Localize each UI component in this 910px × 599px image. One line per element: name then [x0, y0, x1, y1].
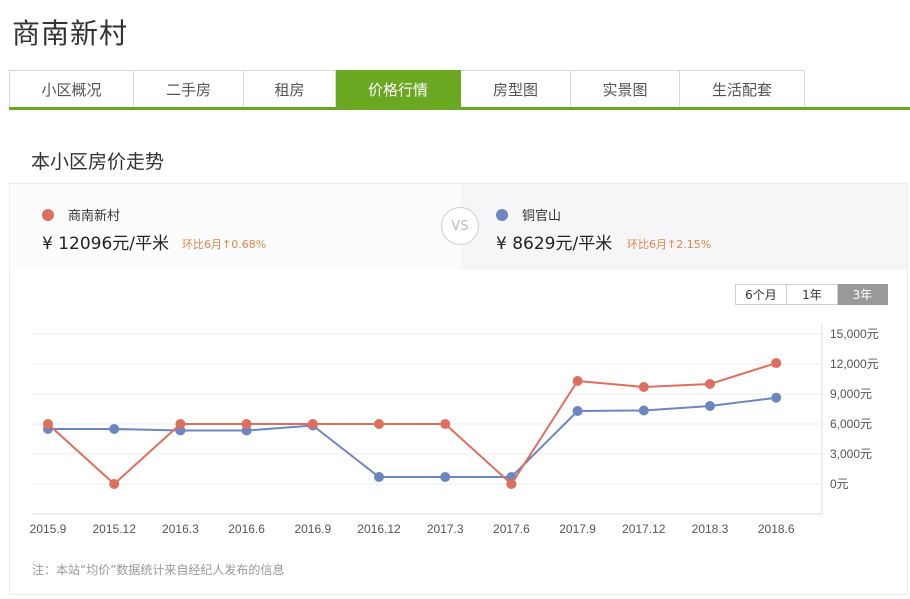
range-6-months-button[interactable]: 6个月 [735, 284, 787, 305]
y-tick-label: 6,000元 [830, 417, 872, 431]
series-a-change: 环比6月↑0.68% [182, 238, 267, 251]
tab-secondhand[interactable]: 二手房 [134, 70, 244, 107]
x-tick-label: 2015.9 [30, 522, 67, 536]
tab-rent[interactable]: 租房 [244, 70, 336, 107]
range-3-years-button[interactable]: 3年 [838, 284, 888, 305]
data-point[interactable] [705, 379, 715, 389]
range-selector: 6个月 1年 3年 [735, 284, 888, 305]
x-tick-label: 2016.12 [357, 522, 401, 536]
series-b-name: 铜官山 [522, 209, 562, 224]
tab-price-trend[interactable]: 价格行情 [336, 70, 461, 107]
tab-overview[interactable]: 小区概况 [9, 70, 134, 107]
data-point[interactable] [440, 419, 451, 429]
data-point[interactable] [109, 479, 120, 489]
data-point[interactable] [771, 358, 782, 369]
compare-left: 商南新村 ¥ 12096元/平米 环比6月↑0.68% [10, 184, 461, 270]
x-tick-label: 2018.6 [758, 522, 795, 536]
data-point[interactable] [43, 419, 53, 429]
price-line-chart: 0元 3,000元 6,000元 9,000元 12,000元 15,000元 2015.9… [30, 324, 879, 536]
data-point[interactable] [241, 419, 252, 429]
series-line [47, 362, 777, 486]
data-point[interactable] [374, 419, 384, 429]
series-b-change: 环比6月↑2.15% [627, 238, 712, 251]
data-point[interactable] [771, 392, 782, 403]
tab-bar: 小区概况 二手房 租房 价格行情 房型图 实景图 生活配套 [9, 70, 910, 110]
tab-amenities[interactable]: 生活配套 [680, 70, 805, 107]
x-tick-label: 2016.6 [228, 522, 265, 536]
data-point[interactable] [638, 405, 649, 416]
data-point[interactable] [506, 479, 517, 489]
data-point[interactable] [440, 472, 451, 482]
data-point[interactable] [638, 382, 649, 392]
data-point[interactable] [307, 419, 318, 429]
tab-floorplan[interactable]: 房型图 [461, 70, 571, 107]
compare-header: 商南新村 ¥ 12096元/平米 环比6月↑0.68% 铜官山 ¥ 8629元/… [10, 184, 907, 270]
tab-photos[interactable]: 实景图 [571, 70, 680, 107]
x-tick-label: 2016.3 [162, 522, 199, 536]
y-tick-label: 3,000元 [830, 447, 872, 461]
footnote: 注：本站“均价”数据统计来自经纪人发布的信息 [32, 563, 285, 577]
y-tick-label: 9,000元 [830, 387, 872, 401]
series-b-dot-icon [496, 209, 508, 221]
compare-right: 铜官山 ¥ 8629元/平米 环比6月↑2.15% [461, 184, 907, 270]
x-tick-label: 2017.6 [493, 522, 530, 536]
vs-badge: VS [441, 207, 479, 245]
range-1-year-button[interactable]: 1年 [787, 284, 838, 305]
data-point[interactable] [175, 419, 186, 429]
y-tick-label: 12,000元 [830, 357, 879, 371]
x-tick-label: 2016.9 [294, 522, 331, 536]
series-a-name: 商南新村 [68, 209, 121, 224]
y-tick-label: 15,000元 [830, 327, 879, 341]
x-tick-label: 2017.3 [427, 522, 464, 536]
y-tick-label: 0元 [830, 477, 849, 491]
x-tick-label: 2017.12 [622, 522, 666, 536]
price-trend-panel: 商南新村 ¥ 12096元/平米 环比6月↑0.68% 铜官山 ¥ 8629元/… [9, 183, 908, 595]
data-point[interactable] [705, 401, 715, 411]
x-tick-label: 2018.3 [692, 522, 729, 536]
series-b-price: ¥ 8629元/平米 [496, 234, 613, 254]
series-line [48, 396, 777, 478]
data-point[interactable] [109, 424, 120, 434]
x-tick-label: 2017.9 [559, 522, 596, 536]
series-a-dot-icon [42, 209, 54, 221]
data-point[interactable] [572, 376, 583, 386]
page-title: 商南新村 [12, 17, 129, 50]
data-point[interactable] [572, 406, 583, 416]
series-a-price: ¥ 12096元/平米 [42, 234, 170, 254]
x-tick-label: 2015.12 [93, 522, 137, 536]
data-point[interactable] [374, 472, 384, 482]
section-title: 本小区房价走势 [31, 151, 165, 173]
